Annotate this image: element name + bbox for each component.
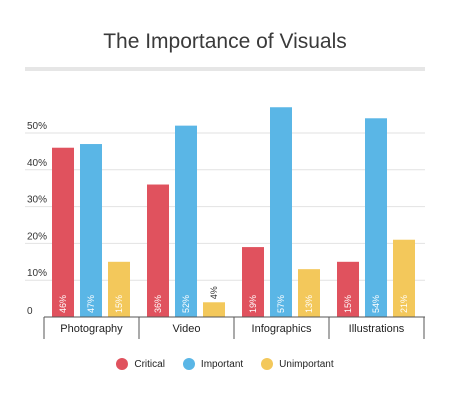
legend-swatch-unimportant xyxy=(261,358,274,370)
bar-value-label: 19% xyxy=(248,295,258,313)
bar-critical-video xyxy=(147,184,169,317)
y-tick-label: 50% xyxy=(27,121,47,132)
bar-unimportant-infographics xyxy=(298,269,320,317)
bar-value-label: 54% xyxy=(371,295,381,313)
x-tick-label: Video xyxy=(173,323,201,335)
chart-title: The Importance of Visuals xyxy=(103,30,347,53)
y-axis-ticks: 0 10% 20% 30% 40% 50% xyxy=(27,121,47,317)
y-tick-label: 0 xyxy=(27,306,33,317)
bar-value-label: 47% xyxy=(86,295,96,313)
bar-value-label: 46% xyxy=(58,295,68,313)
legend-swatch-important xyxy=(182,358,195,370)
bar-critical-illustrations xyxy=(337,261,359,317)
bar-unimportant-photography xyxy=(108,261,130,317)
y-tick-label: 10% xyxy=(27,268,47,279)
x-axis: Photography Video Infographics Illustration… xyxy=(43,316,425,339)
bar-value-label: 57% xyxy=(276,295,286,313)
bar-value-label: 36% xyxy=(153,295,163,313)
x-tick-label: Photography xyxy=(60,323,123,335)
y-tick-label: 20% xyxy=(27,231,47,242)
bar-value-label: 4% xyxy=(209,286,219,299)
bar-unimportant-illustrations xyxy=(393,239,415,317)
title-divider xyxy=(25,67,425,71)
bar-value-label: 15% xyxy=(114,295,124,313)
bar-important-video xyxy=(175,125,197,317)
y-tick-label: 30% xyxy=(27,195,47,206)
bars: 46% 47% 15% 36% 52% 4% 19% 57% 13% 15% 54% 21% xyxy=(52,107,415,318)
bar-important-infographics xyxy=(270,107,292,318)
legend-label-unimportant: Unimportant xyxy=(279,358,334,370)
bar-important-illustrations xyxy=(365,118,387,317)
bar-critical-photography xyxy=(52,147,74,317)
legend-item-unimportant: Unimportant xyxy=(261,358,334,370)
bar-chart: 0 10% 20% 30% 40% 50% 46% 47% 15% 36% 52% 4% 19% 57%… xyxy=(25,107,425,339)
legend-swatch-critical xyxy=(116,358,129,370)
legend-item-important: Important xyxy=(182,358,244,370)
bar-unimportant-video xyxy=(203,302,225,317)
bar-value-label: 52% xyxy=(181,295,191,313)
bar-value-label: 15% xyxy=(343,295,353,313)
legend-item-critical: Critical xyxy=(116,358,165,370)
bar-value-label: 13% xyxy=(304,295,314,313)
legend-label-important: Important xyxy=(200,358,244,370)
x-tick-label: Illustrations xyxy=(349,323,405,335)
legend: Critical Important Unimportant xyxy=(0,358,450,370)
y-tick-label: 40% xyxy=(27,158,47,169)
x-tick-label: Infographics xyxy=(252,323,312,335)
bar-important-photography xyxy=(80,144,102,317)
legend-label-critical: Critical xyxy=(134,358,165,370)
bar-value-label: 21% xyxy=(399,295,409,313)
bar-critical-infographics xyxy=(242,247,264,317)
